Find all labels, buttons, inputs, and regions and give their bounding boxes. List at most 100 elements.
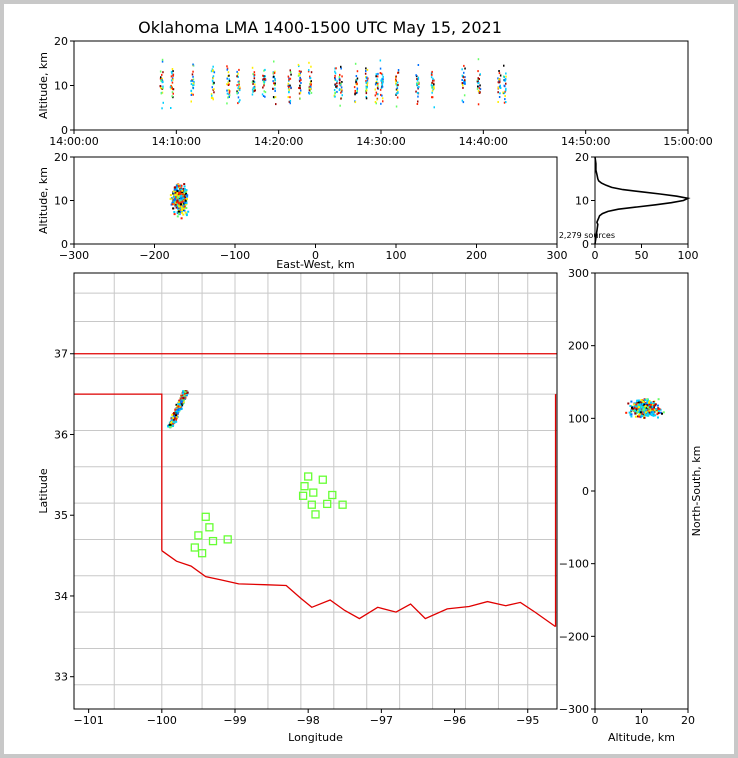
source-point: [178, 399, 181, 402]
source-point: [341, 90, 343, 93]
source-point: [287, 75, 290, 78]
source-point: [254, 89, 256, 92]
source-point: [655, 408, 658, 411]
source-point: [183, 205, 186, 208]
source-point: [464, 79, 466, 82]
y-tick-label: −300: [559, 703, 589, 716]
source-point: [648, 406, 651, 409]
source-point: [298, 92, 301, 95]
source-point: [643, 408, 646, 410]
source-point: [338, 89, 341, 91]
source-point: [464, 83, 466, 85]
source-point: [366, 84, 368, 87]
source-point: [498, 81, 500, 84]
source-point: [650, 401, 652, 404]
lma-station-marker: [201, 512, 210, 521]
source-point: [180, 407, 183, 410]
source-point: [181, 399, 183, 402]
source-point: [262, 80, 265, 83]
source-point: [170, 197, 173, 200]
source-point: [461, 99, 464, 102]
source-point: [181, 189, 184, 192]
source-point: [497, 91, 499, 94]
source-point: [334, 83, 336, 86]
source-point: [288, 91, 290, 94]
source-point: [288, 77, 290, 80]
time-height-sources: [159, 58, 507, 110]
source-point: [176, 190, 179, 193]
source-point: [180, 197, 183, 200]
source-point: [176, 215, 179, 218]
source-point: [173, 412, 175, 415]
source-point: [175, 414, 177, 417]
source-point: [228, 96, 230, 98]
source-point: [642, 401, 645, 403]
source-point: [634, 402, 637, 405]
source-point: [308, 85, 311, 88]
source-point: [183, 195, 186, 198]
source-point: [658, 408, 661, 411]
source-point: [263, 90, 265, 93]
source-point: [505, 82, 507, 85]
source-point: [289, 69, 291, 72]
source-point: [183, 394, 186, 397]
source-point: [160, 79, 162, 82]
source-point: [172, 190, 175, 193]
source-point: [462, 84, 464, 87]
source-point: [159, 77, 162, 80]
source-point: [191, 73, 194, 76]
source-point: [334, 92, 336, 95]
source-point: [173, 200, 176, 203]
source-point: [641, 412, 644, 415]
source-point: [171, 418, 174, 421]
source-point: [659, 411, 662, 414]
y-tick-label: 0: [582, 238, 589, 251]
source-point: [262, 74, 264, 77]
source-point: [162, 85, 164, 88]
source-point: [336, 82, 338, 85]
y-tick-label: −200: [559, 630, 589, 643]
source-point: [211, 86, 213, 89]
source-point: [228, 83, 230, 86]
source-point: [652, 401, 655, 403]
source-point: [418, 85, 420, 88]
figure-page: Oklahoma LMA 1400-1500 UTC May 15, 2021 …: [4, 4, 734, 754]
source-point: [479, 88, 482, 90]
source-point: [333, 94, 335, 97]
source-point: [636, 411, 639, 414]
source-point: [310, 91, 313, 94]
source-point: [184, 190, 187, 193]
source-point: [430, 76, 433, 79]
source-point: [477, 85, 479, 88]
source-point: [263, 69, 265, 72]
source-point: [228, 74, 230, 77]
source-point: [172, 420, 175, 423]
source-point: [309, 87, 312, 90]
source-point: [649, 403, 652, 406]
source-point: [657, 398, 660, 401]
source-point: [644, 411, 647, 414]
source-point: [340, 91, 342, 94]
source-point: [334, 77, 336, 80]
source-point: [633, 403, 636, 406]
source-point: [650, 414, 653, 417]
source-point: [172, 88, 174, 91]
source-point: [172, 74, 174, 77]
source-point: [645, 407, 648, 410]
source-point: [309, 77, 312, 80]
source-point: [366, 89, 368, 92]
source-point: [648, 407, 651, 410]
source-point: [376, 87, 379, 90]
source-point: [173, 211, 176, 213]
lma-station-marker: [197, 549, 207, 558]
source-point: [638, 403, 641, 406]
source-point: [644, 414, 647, 417]
y-tick-label: 0: [582, 485, 589, 498]
source-point: [180, 201, 183, 204]
source-point: [367, 77, 369, 80]
source-point: [497, 101, 499, 103]
source-point: [226, 89, 228, 92]
source-point: [643, 410, 646, 413]
source-point: [656, 408, 659, 411]
